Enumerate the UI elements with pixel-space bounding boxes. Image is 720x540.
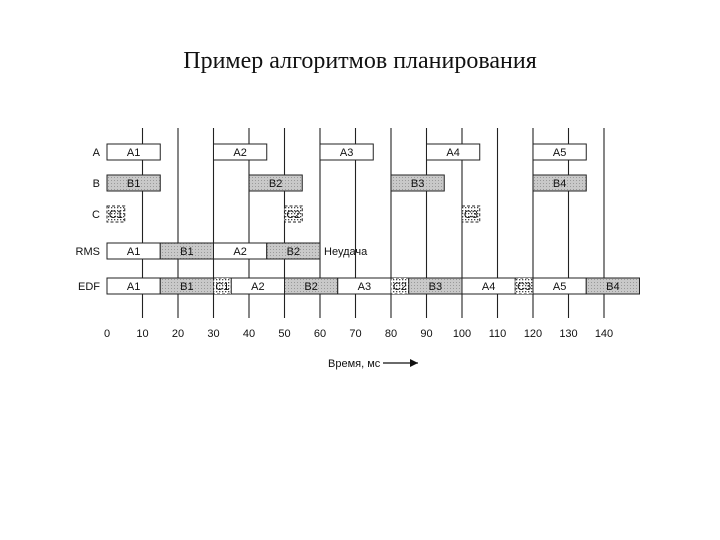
task-bar bbox=[106, 143, 161, 161]
axis-tick-label: 50 bbox=[278, 328, 290, 340]
failure-note: Неудача bbox=[324, 246, 368, 258]
task-bar bbox=[585, 277, 640, 295]
task-label: B1 bbox=[127, 178, 140, 190]
axis-tick-label: 30 bbox=[207, 328, 219, 340]
task-label: A3 bbox=[358, 281, 371, 293]
task-label: A2 bbox=[233, 246, 246, 258]
task-bar bbox=[532, 174, 587, 192]
axis-tick-label: 20 bbox=[172, 328, 184, 340]
axis-tick-label: 130 bbox=[559, 328, 577, 340]
row-label: A bbox=[93, 147, 101, 159]
task-label: B3 bbox=[411, 178, 424, 190]
axis-tick-label: 70 bbox=[349, 328, 361, 340]
task-bar bbox=[106, 205, 126, 223]
task-label: B1 bbox=[180, 246, 193, 258]
task-label: C2 bbox=[286, 209, 300, 221]
axis-tick-label: 120 bbox=[524, 328, 542, 340]
axis-tick-label: 10 bbox=[136, 328, 148, 340]
task-label: A1 bbox=[127, 281, 140, 293]
axis-tick-label: 0 bbox=[104, 328, 110, 340]
slide-title: Пример алгоритмов планирования bbox=[183, 48, 537, 74]
task-label: C2 bbox=[393, 281, 407, 293]
task-label: C3 bbox=[517, 281, 531, 293]
axis-tick-label: 100 bbox=[453, 328, 471, 340]
task-label: B4 bbox=[553, 178, 566, 190]
task-label: A2 bbox=[251, 281, 264, 293]
axis-tick-label: 90 bbox=[420, 328, 432, 340]
axis-tick-label: 110 bbox=[489, 328, 507, 340]
task-label: A1 bbox=[127, 147, 140, 159]
task-label: B4 bbox=[606, 281, 619, 293]
task-rows: A A1 A2 A3 A4 A5 B B1 B2 B3 B4 C C1 C2 C3 RMS A1 B1 A2 B2 Не… bbox=[76, 143, 640, 295]
row-label: B bbox=[93, 178, 100, 190]
row-label: RMS bbox=[76, 246, 100, 258]
task-bar bbox=[106, 174, 161, 192]
task-label: A1 bbox=[127, 246, 140, 258]
task-label: C1 bbox=[109, 209, 123, 221]
axis-tick-label: 140 bbox=[595, 328, 613, 340]
task-bar bbox=[213, 143, 268, 161]
axis-tick-label: 60 bbox=[314, 328, 326, 340]
task-label: A2 bbox=[233, 147, 246, 159]
task-bar bbox=[248, 174, 303, 192]
task-label: C3 bbox=[464, 209, 478, 221]
task-label: A4 bbox=[482, 281, 495, 293]
task-label: B3 bbox=[429, 281, 442, 293]
task-bar bbox=[461, 205, 481, 223]
task-bar bbox=[426, 143, 481, 161]
task-label: A4 bbox=[446, 147, 459, 159]
task-label: B2 bbox=[269, 178, 282, 190]
task-bar bbox=[266, 242, 321, 260]
task-bar bbox=[390, 174, 445, 192]
task-label: A5 bbox=[553, 147, 566, 159]
task-label: A3 bbox=[340, 147, 353, 159]
axis-tick-label: 80 bbox=[385, 328, 397, 340]
task-label: B1 bbox=[180, 281, 193, 293]
task-bar bbox=[319, 143, 374, 161]
axis-title: Время, мс bbox=[328, 358, 381, 370]
task-label: C1 bbox=[215, 281, 229, 293]
task-label: B2 bbox=[304, 281, 317, 293]
axis-tick-label: 40 bbox=[243, 328, 255, 340]
time-axis: 0 10 20 30 40 50 60 70 80 90 100 110 120 130 140 Время,… bbox=[104, 328, 613, 370]
row-label: EDF bbox=[78, 281, 100, 293]
task-bar bbox=[284, 205, 303, 223]
task-bar bbox=[532, 143, 587, 161]
task-label: A5 bbox=[553, 281, 566, 293]
axis-arrow-head bbox=[410, 359, 418, 367]
task-label: B2 bbox=[287, 246, 300, 258]
row-label: C bbox=[92, 209, 100, 221]
